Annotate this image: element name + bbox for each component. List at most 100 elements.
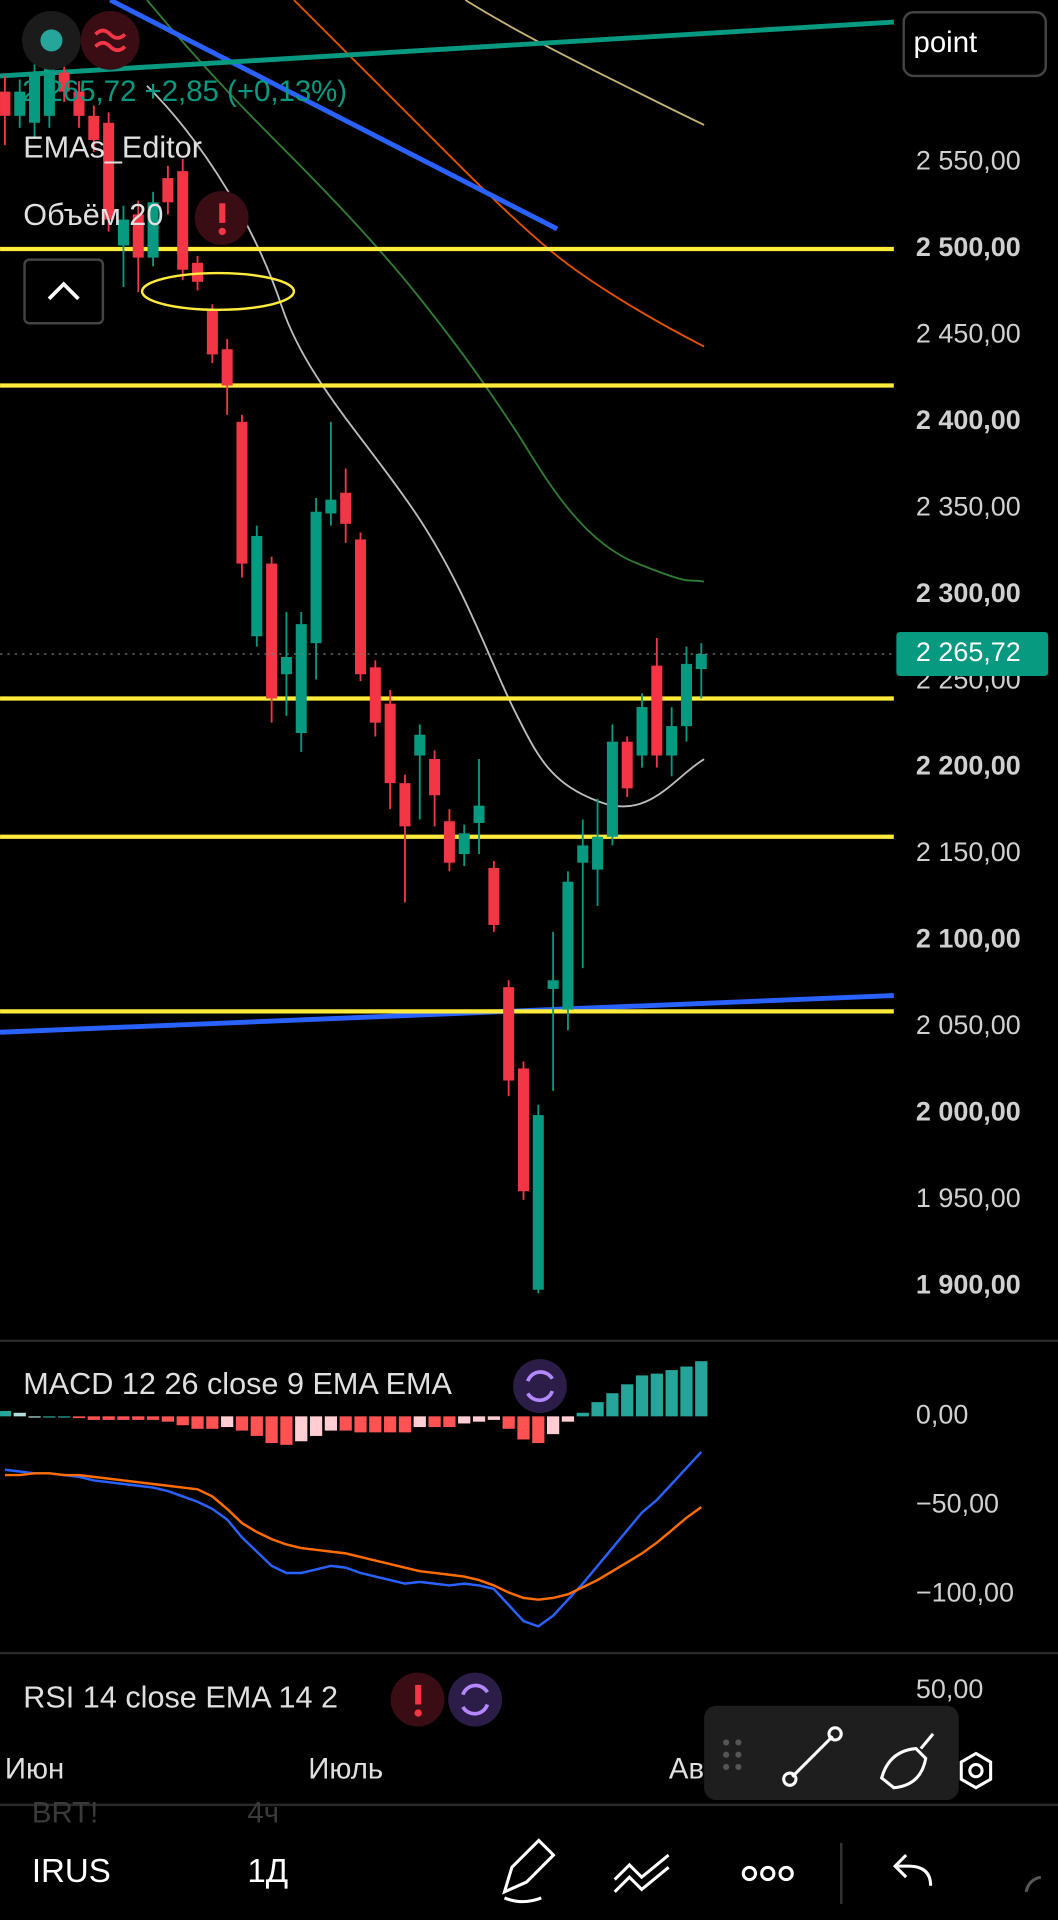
histogram-bar [191, 1416, 204, 1429]
settings-icon[interactable] [959, 1751, 993, 1790]
prev-interval: 4ч [247, 1796, 279, 1829]
macd-title[interactable]: MACD 12 26 close 9 EMA EMA [23, 1367, 452, 1401]
candle-body [532, 1115, 544, 1290]
time-axis: Июн Июль Ав [5, 1752, 704, 1785]
volume-label[interactable]: Объём 20 [23, 198, 163, 232]
y-tick-label: 2 050,00 [916, 1010, 1021, 1040]
y-tick-label: 2 400,00 [916, 405, 1021, 435]
candle-body [429, 758, 441, 796]
candle-body [355, 539, 367, 675]
histogram-bar [398, 1416, 412, 1433]
histogram-bar [295, 1416, 308, 1442]
histogram-bar [369, 1416, 382, 1433]
indicators-icon[interactable] [613, 1853, 670, 1893]
histogram-bar [309, 1416, 323, 1436]
candle-body [680, 663, 692, 727]
wave-icon [94, 28, 127, 53]
histogram-bar [680, 1366, 693, 1417]
candle-body [43, 48, 55, 116]
candle-body [651, 665, 663, 756]
collapse-button[interactable] [23, 258, 105, 325]
histogram-bar [72, 1416, 86, 1419]
histogram-bar [532, 1416, 545, 1444]
indicator-name[interactable]: EMAs_Editor [23, 130, 202, 164]
signal-line [4, 1472, 703, 1601]
histogram-bar [221, 1416, 234, 1428]
histogram-bar [487, 1416, 500, 1420]
ema-line [464, 0, 705, 126]
histogram-bar [458, 1416, 471, 1424]
candle-body [295, 624, 307, 734]
crosshair-mode-box[interactable] [902, 11, 1047, 78]
candle-body [162, 178, 174, 203]
candles [0, 34, 894, 1294]
draw-icon[interactable] [502, 1838, 556, 1904]
candle-body [117, 219, 129, 246]
y-tick-label: 2 500,00 [916, 232, 1021, 262]
refresh-badge[interactable] [513, 1359, 567, 1414]
trend-line [0, 19, 894, 79]
ema-line [146, 0, 705, 583]
histogram-bar [43, 1416, 56, 1418]
price-pane [0, 0, 894, 1294]
y-tick-label: 50,00 [916, 1674, 983, 1704]
candle-body [88, 115, 100, 141]
candle-body [414, 734, 426, 756]
y-tick-label: 2 100,00 [916, 924, 1021, 954]
x-tick-label: Июль [308, 1752, 383, 1785]
histogram-bar [635, 1375, 649, 1417]
candle-body [340, 492, 352, 524]
histogram-bar [665, 1370, 678, 1417]
trend-line [109, 0, 559, 232]
candle-body [606, 741, 618, 837]
candle-body [280, 656, 292, 675]
y-tick-label: −100,00 [916, 1577, 1014, 1607]
brush-tool[interactable] [879, 1732, 935, 1790]
histogram-bar [621, 1384, 634, 1417]
histogram-bar [102, 1416, 115, 1420]
price-change: 2 265,72 +2,85 (+0,13%) [22, 75, 347, 108]
undo-icon[interactable] [892, 1854, 933, 1886]
trend-line-tool[interactable] [782, 1726, 843, 1787]
candle-body [577, 845, 589, 863]
histogram-bar [443, 1416, 456, 1428]
histogram-bar [517, 1416, 530, 1440]
drag-handle[interactable] [723, 1739, 742, 1770]
error-icon [415, 1684, 422, 1705]
histogram-bar [87, 1416, 100, 1420]
refresh-icon [526, 1370, 555, 1403]
y-tick-label: 2 350,00 [916, 491, 1021, 521]
chevron-icon [47, 281, 80, 301]
candle-body [517, 1068, 529, 1192]
candle-body [251, 535, 263, 637]
indicator-toggle[interactable] [80, 11, 140, 70]
candle-body [0, 91, 11, 116]
y-tick-label: 2 550,00 [916, 146, 1021, 176]
interval[interactable]: 1Д [247, 1853, 288, 1890]
toolbar-panel [704, 1705, 959, 1800]
legend: 2 265,72 +2,85 (+0,13%) EMAs_Editor Объё… [22, 11, 1047, 1727]
bottom-toolbar: BRT! 4ч IRUS 1Д [32, 1796, 1042, 1905]
crosshair-mode[interactable]: point [913, 26, 977, 59]
candle-body [562, 881, 574, 1010]
histogram-bar [576, 1412, 589, 1417]
candle-body [473, 805, 485, 823]
candle-body [666, 726, 678, 756]
drawing-toolbar [704, 1705, 993, 1800]
histogram-bar [502, 1416, 515, 1429]
more-icon[interactable] [741, 1865, 794, 1882]
redo-icon[interactable] [1024, 1875, 1042, 1893]
y-tick-label: −50,00 [916, 1488, 999, 1518]
y-tick-label: 2 300,00 [916, 578, 1021, 608]
macd-line [4, 1451, 703, 1628]
symbol[interactable]: IRUS [32, 1853, 111, 1890]
rsi-pane: 50,00 [916, 1674, 983, 1704]
candle-body [369, 667, 381, 723]
candle-body [621, 741, 633, 789]
histogram-bar [58, 1416, 71, 1418]
rsi-title[interactable]: RSI 14 close EMA 14 2 [23, 1681, 338, 1715]
histogram-bar [206, 1416, 219, 1429]
candle-body [58, 72, 70, 92]
refresh-badge[interactable] [448, 1672, 503, 1727]
